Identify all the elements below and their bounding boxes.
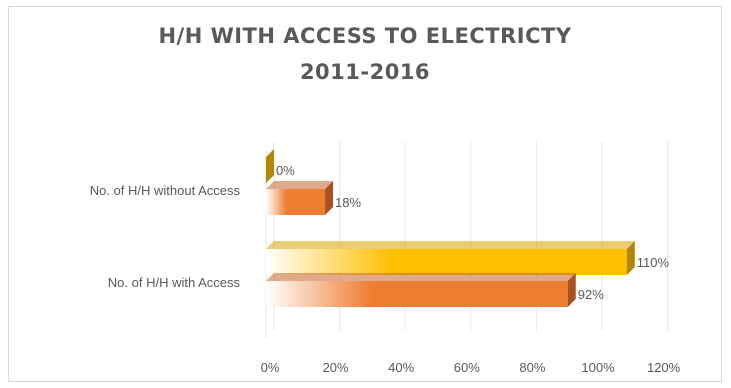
x-tick-label: 120% xyxy=(647,360,681,375)
chart-area xyxy=(8,6,722,382)
bar-side-face xyxy=(266,149,274,183)
bar-top-face xyxy=(266,241,635,249)
data-label: 110% xyxy=(637,255,670,270)
chart-title-line-1: H/H WITH ACCESS TO ELECTRICTY xyxy=(158,24,572,48)
data-label: 18% xyxy=(335,195,361,210)
bar-top-face xyxy=(266,273,576,281)
category-label: No. of H/H without Access xyxy=(90,183,241,198)
bar-side-face xyxy=(567,273,576,307)
x-tick-label: 100% xyxy=(581,360,615,375)
chart-title-line-2: 2011-2016 xyxy=(299,60,431,84)
x-tick-label: 60% xyxy=(454,360,480,375)
bar-side-face xyxy=(325,181,334,215)
bar xyxy=(266,189,326,215)
x-tick-label: 20% xyxy=(323,360,349,375)
category-label: No. of H/H with Access xyxy=(108,275,241,290)
x-tick-label: 40% xyxy=(388,360,414,375)
bar-top-face xyxy=(266,181,334,189)
bar xyxy=(266,281,568,307)
x-tick-label: 80% xyxy=(519,360,545,375)
data-label: 92% xyxy=(578,287,604,302)
bar xyxy=(266,249,627,275)
x-tick-label: 0% xyxy=(261,360,280,375)
bar-side-face xyxy=(626,241,635,275)
data-label: 0% xyxy=(276,163,295,178)
chart-title: H/H WITH ACCESS TO ELECTRICTY 2011-2016 xyxy=(8,18,722,90)
